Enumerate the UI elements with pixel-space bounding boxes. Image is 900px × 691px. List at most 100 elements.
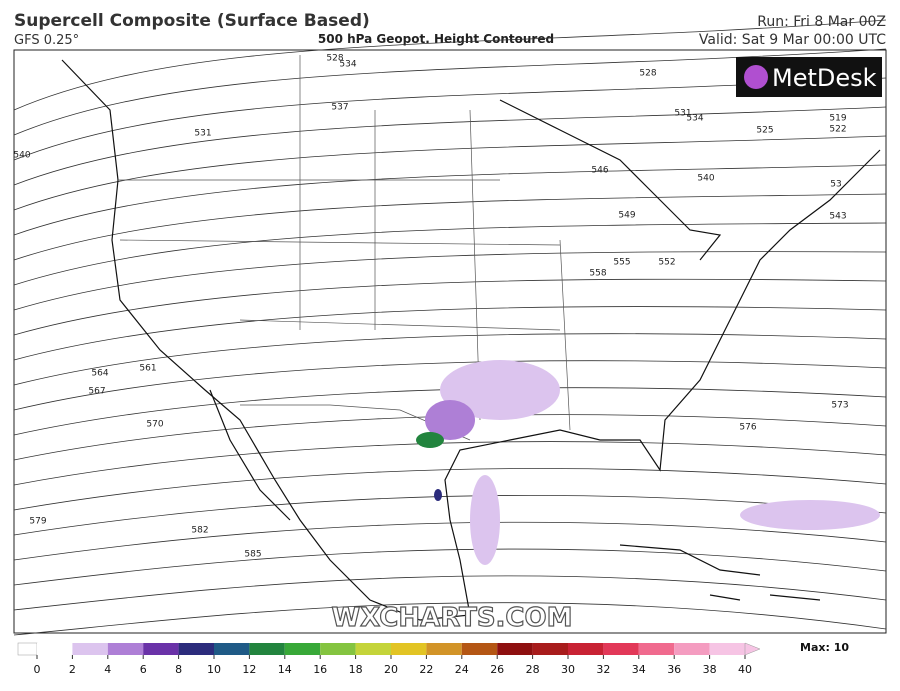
- borders: [118, 55, 571, 441]
- logo-icon: [744, 65, 768, 89]
- colorbar-segment: [178, 643, 214, 655]
- contour-label: 579: [29, 517, 46, 527]
- colorbar-tick-label: 0: [34, 663, 41, 676]
- contour-label: 582: [191, 526, 208, 536]
- contour-label: 561: [139, 364, 156, 374]
- colorbar-tick-label: 38: [703, 663, 717, 676]
- contour-line: [13, 360, 887, 411]
- colorbar-segment: [603, 643, 639, 655]
- colorbar-tick-label: 10: [207, 663, 221, 676]
- map-frame: [13, 49, 887, 634]
- contour-line: [13, 494, 887, 536]
- contour-label: 53: [830, 180, 841, 190]
- model: GFS 0.25°: [14, 33, 79, 48]
- colorbar-tick-label: 14: [278, 663, 292, 676]
- contour-line: [13, 602, 887, 636]
- contour-line: [13, 521, 887, 561]
- colorbar-segment: [249, 643, 285, 655]
- contour-label: 546: [591, 166, 608, 176]
- colorbar-tick-label: 32: [596, 663, 610, 676]
- colorbar-segment: [143, 643, 179, 655]
- contour-label: 573: [831, 401, 848, 411]
- contour-label: 552: [658, 258, 675, 268]
- colorbar-segment: [568, 643, 604, 655]
- colorbar-segment: [461, 643, 498, 655]
- contour-line: [13, 441, 887, 486]
- contour-line: [13, 548, 887, 586]
- colorbar-tick-label: 26: [490, 663, 504, 676]
- colorbar-tick-label: 20: [384, 663, 398, 676]
- colorbar-tick-label: 24: [455, 663, 469, 676]
- colorbar-arrow: [744, 642, 761, 656]
- colorbar-segment: [709, 643, 745, 655]
- colorbar-tick-label: 40: [738, 663, 752, 676]
- colorbar-tick-label: 28: [526, 663, 540, 676]
- scp-shading: [416, 360, 880, 565]
- contour-label: 534: [686, 114, 703, 124]
- colorbar-segment: [107, 643, 144, 655]
- colorbar-segment: [391, 643, 427, 655]
- contour-label: 537: [331, 103, 348, 113]
- contour-line: [13, 575, 887, 611]
- contour-line: [13, 19, 887, 111]
- contour-line: [13, 77, 887, 161]
- contour-line: [13, 48, 887, 136]
- colorbar-tick-label: 4: [104, 663, 111, 676]
- contour-label: 567: [88, 387, 105, 397]
- contour-label: 555: [613, 258, 630, 268]
- contour-label: 570: [146, 420, 163, 430]
- max-label: Max: 10: [800, 641, 849, 654]
- valid: Valid: Sat 9 Mar 00:00 UTC: [699, 32, 886, 48]
- contour-label: 522: [829, 125, 846, 135]
- contour-line: [13, 468, 887, 511]
- colorbar-tick-label: 22: [419, 663, 433, 676]
- contour-label: 525: [756, 126, 773, 136]
- contour-line: [13, 414, 887, 461]
- colorbar-tick-label: 18: [349, 663, 363, 676]
- colorbar-segment: [214, 643, 250, 655]
- contour-label: 519: [829, 114, 846, 124]
- contour-line: [13, 387, 887, 436]
- colorbar-tick-label: 8: [175, 663, 182, 676]
- colorbar-segment: [674, 643, 710, 655]
- coastlines: [61, 59, 881, 621]
- run: Run: Fri 8 Mar 00Z: [757, 14, 886, 30]
- contour-label: 528: [326, 54, 343, 64]
- title: Supercell Composite (Surface Based): [14, 11, 370, 31]
- colorbar-segment: [497, 643, 533, 655]
- map: 5285345375315405285345315255195225405465…: [13, 19, 887, 636]
- colorbar-segment: [320, 643, 356, 655]
- contour-label: 543: [829, 212, 846, 222]
- colorbar-segment: [532, 643, 568, 655]
- colorbar-tick-label: 36: [667, 663, 681, 676]
- contour-label: 549: [618, 211, 635, 221]
- colorbar-segment: [426, 643, 462, 655]
- colorbar-tick-label: 34: [632, 663, 646, 676]
- colorbar-tick-label: 2: [69, 663, 76, 676]
- contour-label: 531: [674, 109, 691, 119]
- colorbar-tick-label: 16: [313, 663, 327, 676]
- contour-label: 528: [639, 69, 656, 79]
- colorbar-segment: [72, 643, 108, 655]
- colorbar-segment: [284, 643, 321, 655]
- contour-label: 531: [194, 129, 211, 139]
- contour-label: 540: [697, 174, 714, 184]
- colorbar-segment: [37, 643, 73, 655]
- colorbar-segment: [355, 643, 391, 655]
- contour-labels: 5285345375315405285345315255195225405465…: [13, 54, 848, 560]
- colorbar-tick-label: 12: [242, 663, 256, 676]
- colorbar-tick-label: 30: [561, 663, 575, 676]
- contour-label: 576: [739, 423, 756, 433]
- colorbar-segment: [638, 643, 675, 655]
- contour-label: 585: [244, 550, 261, 560]
- colorbar-start: [17, 642, 38, 656]
- contour-line: [13, 333, 887, 386]
- logo: MetDesk: [772, 64, 877, 92]
- watermark: WXCHARTS.COM: [331, 603, 572, 633]
- colorbar-tick-label: 6: [140, 663, 147, 676]
- contour-label: 540: [13, 151, 30, 161]
- contour-label: 558: [589, 269, 606, 279]
- subtitle: 500 hPa Geopot. Height Contoured: [318, 32, 554, 46]
- contour-label: 564: [91, 369, 108, 379]
